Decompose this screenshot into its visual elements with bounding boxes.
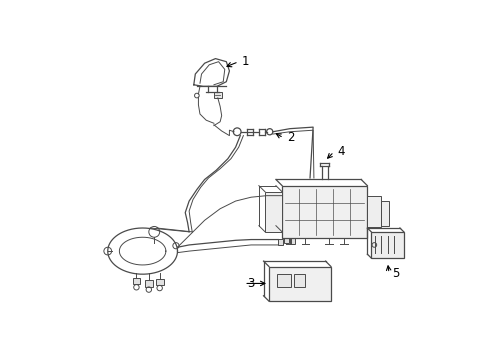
Bar — [285, 237, 289, 243]
Bar — [277, 274, 291, 287]
Text: 3: 3 — [247, 277, 255, 290]
Bar — [371, 232, 404, 258]
Bar — [294, 274, 305, 287]
Text: 4: 4 — [337, 145, 344, 158]
Text: 5: 5 — [392, 267, 399, 280]
Text: 2: 2 — [287, 131, 294, 144]
Bar — [265, 192, 282, 232]
Text: 1: 1 — [242, 55, 249, 68]
Bar — [368, 197, 381, 227]
Bar — [133, 278, 140, 284]
Bar — [381, 201, 389, 226]
Bar — [269, 266, 331, 301]
Bar — [156, 279, 164, 285]
Bar — [145, 280, 153, 287]
Bar — [278, 239, 283, 245]
Bar — [282, 186, 368, 238]
Bar — [214, 93, 221, 98]
Bar — [291, 238, 295, 244]
